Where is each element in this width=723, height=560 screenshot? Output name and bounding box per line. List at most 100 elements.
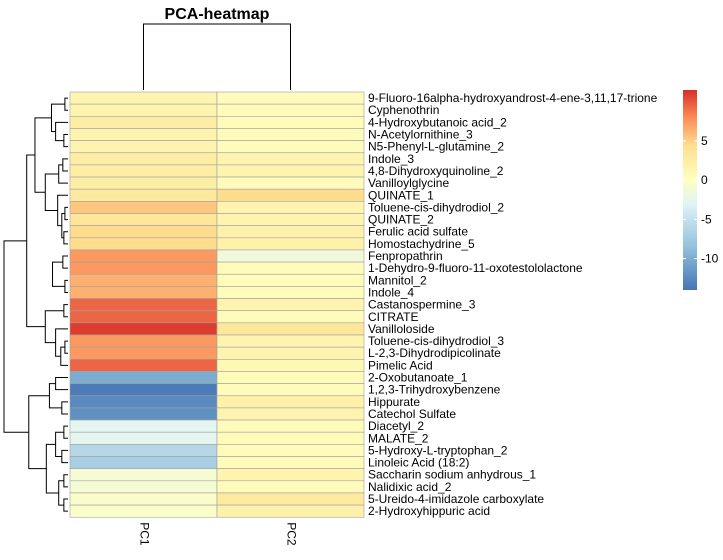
row-label: Fenpropathrin [368,249,443,263]
row-label: 9-Fluoro-16alpha-hydroxyandrost-4-ene-3,… [368,91,658,105]
heatmap-cell [69,91,218,105]
row-dendrogram-branch [62,158,68,172]
heatmap-cell [216,188,365,202]
row-label: MALATE_2 [368,431,429,445]
heatmap-cell [216,176,365,190]
color-legend: 5 0 -5 -10 [683,90,719,290]
row-dendrogram-branch [63,474,68,488]
row-dendrogram-branch [26,154,46,328]
heatmap-cell [216,419,365,433]
heatmap-cell [216,468,365,482]
heatmap-cell [69,140,218,154]
row-label: Linoleic Acid (18:2) [368,456,469,470]
row-dendrogram-branch [61,401,68,415]
row-label: Nalidixic acid_2 [368,480,452,494]
row-dendrogram-branch [63,425,68,439]
heatmap-cell [216,444,365,457]
row-dendrogram-branch [64,97,68,111]
heatmap-cell [216,152,365,166]
heatmap-cell [216,164,365,178]
column-dendrogram-branch [143,23,291,90]
heatmap-cell [69,358,218,372]
row-dendrogram-branch [63,304,68,318]
heatmap-cell [69,419,218,433]
row-dendrogram-branch [55,121,68,142]
row-dendrogram-branch [61,449,68,464]
row-label: 5-Ureido-4-imidazole carboxylate [368,492,544,506]
legend-tick-label: 0 [701,173,708,187]
row-dendrogram-branch [63,498,68,512]
column-label: PC1 [137,522,151,546]
heatmap-cell [69,103,218,117]
row-labels: 9-Fluoro-16alpha-hydroxyandrost-4-ene-3,… [368,91,658,518]
heatmap-cell [69,225,218,239]
legend-tick-label: -10 [701,252,719,266]
row-label: Indole_4 [368,285,414,299]
heatmap-cell [69,431,218,445]
row-label: CITRATE [368,310,418,324]
heatmap-cell [69,468,218,482]
legend-tick-label: -5 [701,212,712,226]
heatmap-cell [216,249,365,263]
row-dendrogram-branch [44,173,59,211]
heatmap-cell [216,334,365,348]
heatmap-cell [69,407,218,421]
heatmap-cell [69,504,218,518]
row-label: Cyphenothrin [368,103,439,117]
row-label: Toluene-cis-dihydrodiol_2 [368,200,504,214]
row-label: 4-Hydroxybutanoic acid_2 [368,115,507,129]
heatmap-cell [69,371,218,384]
heatmap-cell [69,456,218,469]
heatmap-cell [69,298,218,311]
heatmap-cell [216,273,365,287]
heatmap-cell [69,480,218,494]
row-dendrogram-branch [57,194,68,227]
heatmap-cell [216,237,365,251]
row-dendrogram-branch [60,346,68,366]
heatmap-cell [216,116,365,129]
color-legend-bar [683,90,697,290]
heatmap-cell [216,371,365,384]
row-dendrogram-branch [50,103,65,132]
row-label: Toluene-cis-dihydrodiol_3 [368,334,504,348]
heatmap-cell [216,140,365,154]
heatmap-cell [216,322,365,336]
heatmap-cell [69,310,218,324]
heatmap-cell [216,395,365,409]
row-label: N-Acetylornithine_3 [368,128,473,142]
row-label: 2-Oxobutanoate_1 [368,371,468,385]
row-dendrogram-branch [55,431,64,457]
heatmap-cell [69,395,218,409]
row-label: Catechol Sulfate [368,407,456,421]
row-dendrogram-branch [44,310,64,344]
row-label: Vanilloloside [368,322,435,336]
heatmap-cell [216,492,365,506]
row-dendrogram-branch [64,279,68,293]
row-dendrogram-branch [58,164,68,184]
heatmap-cell [216,213,365,226]
heatmap-cell [69,383,218,397]
row-label: 1-Dehydro-9-fluoro-11-oxotestololactone [368,261,583,275]
row-dendrogram-branch [63,231,68,245]
legend-tick-label: 5 [701,134,708,148]
heatmap-cell [216,201,365,214]
row-dendrogram [3,97,68,512]
heatmap-cell [216,358,365,372]
row-label: Mannitol_2 [368,273,427,287]
row-dendrogram-branch [55,328,68,357]
row-label: Hippurate [368,395,420,409]
row-label: Ferulic acid sulfate [368,225,468,239]
heatmap-cell [216,128,365,141]
row-label: Castanospermine_3 [368,298,476,312]
heatmap-cell [216,480,365,494]
heatmap-cell [69,249,218,263]
heatmap-cell [69,176,218,190]
heatmap-cell [69,346,218,360]
heatmap-cell [69,237,218,251]
column-label: PC2 [284,522,298,546]
row-dendrogram-branch [3,240,29,433]
heatmap-cell [69,286,218,299]
heatmap-cell [69,188,218,202]
row-label: L-2,3-Dihydrodipicolinate [368,346,501,360]
row-label: 4,8-Dihydroxyquinoline_2 [368,164,504,178]
